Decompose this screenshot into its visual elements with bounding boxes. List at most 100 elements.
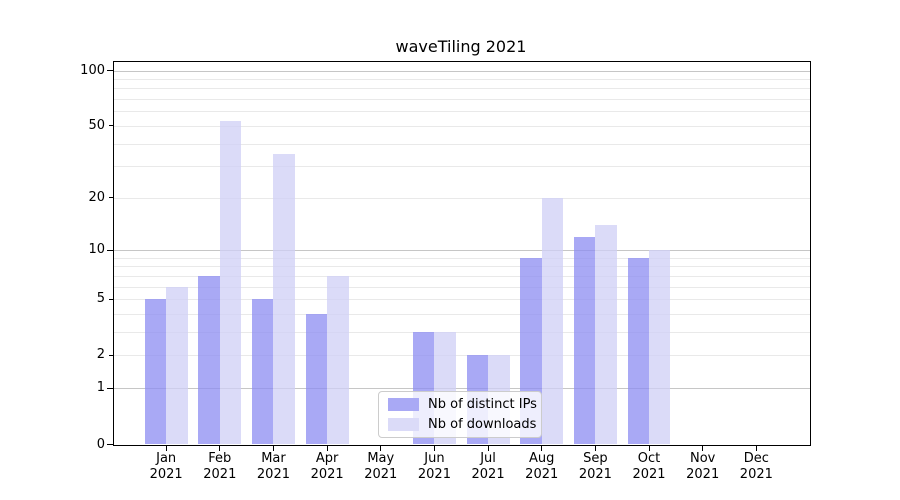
- gridline-minor: [112, 355, 810, 357]
- x-axis-year: 2021: [471, 466, 505, 482]
- gridline-major: [112, 70, 810, 72]
- x-axis-tick-label: Jan 2021: [126, 451, 206, 483]
- x-axis-month: Nov: [690, 450, 716, 466]
- x-axis-tick-label: Apr 2021: [287, 451, 367, 483]
- y-axis-tick-label: 5: [96, 291, 105, 307]
- x-axis-tick: [648, 445, 650, 451]
- gridline-minor: [112, 286, 810, 288]
- plot-area: [112, 61, 810, 445]
- gridline-minor: [112, 275, 810, 277]
- x-axis-year: 2021: [310, 466, 344, 482]
- x-axis-tick: [433, 445, 435, 451]
- x-axis-year: 2021: [686, 466, 720, 482]
- legend-item-downloads: Nb of downloads: [388, 417, 541, 432]
- y-axis-tick: [106, 249, 113, 251]
- x-axis-year: 2021: [256, 466, 290, 482]
- y-axis-tick: [106, 70, 113, 72]
- x-axis-month: Jul: [480, 450, 496, 466]
- x-axis-year: 2021: [632, 466, 666, 482]
- x-axis-tick: [380, 445, 382, 451]
- gridline-minor: [112, 197, 810, 199]
- x-axis-month: Aug: [529, 450, 555, 466]
- x-axis-tick: [165, 445, 167, 451]
- x-axis-tick: [541, 445, 543, 451]
- gridline-minor: [112, 166, 810, 168]
- gridline-minor: [112, 143, 810, 145]
- y-axis-tick-label: 100: [80, 62, 105, 78]
- y-axis-tick-label: 50: [88, 117, 105, 133]
- y-axis-spine: [112, 60, 114, 446]
- y-axis-tick: [108, 298, 113, 300]
- x-axis-tick-label: May 2021: [341, 451, 421, 483]
- gridline-major: [112, 388, 810, 390]
- x-axis-year: 2021: [525, 466, 559, 482]
- bar-distinct-ips-apr: [305, 314, 328, 445]
- gridline-minor: [112, 332, 810, 334]
- chart-title: waveTiling 2021: [395, 37, 527, 56]
- x-axis-month: Sep: [583, 450, 608, 466]
- y-axis-tick-label: 0: [96, 436, 105, 452]
- top-spine: [112, 60, 811, 62]
- x-axis-tick-label: Jul 2021: [448, 451, 528, 483]
- gridline-minor: [112, 111, 810, 113]
- x-axis-tick: [487, 445, 489, 451]
- x-axis-tick: [326, 445, 328, 451]
- bar-downloads-aug: [541, 197, 564, 445]
- x-axis-year: 2021: [739, 466, 773, 482]
- legend-label-downloads: Nb of downloads: [428, 417, 537, 432]
- legend-swatch-distinct-ips: [388, 398, 419, 411]
- x-axis-year: 2021: [203, 466, 237, 482]
- x-axis-tick-label: Nov 2021: [663, 451, 743, 483]
- gridline-minor: [112, 314, 810, 316]
- x-axis-year: 2021: [578, 466, 612, 482]
- x-axis-tick: [755, 445, 757, 451]
- bar-distinct-ips-sep: [573, 236, 596, 445]
- gridline-major: [112, 250, 810, 252]
- gridline-minor: [112, 266, 810, 268]
- gridline-minor: [112, 299, 810, 301]
- x-axis-tick-label: Dec 2021: [716, 451, 796, 483]
- y-axis-tick: [108, 125, 113, 127]
- y-axis-tick: [108, 354, 113, 356]
- legend-label-distinct-ips: Nb of distinct IPs: [428, 397, 537, 412]
- bar-downloads-mar: [273, 154, 295, 445]
- legend: Nb of distinct IPs Nb of downloads: [378, 391, 542, 438]
- right-spine: [810, 60, 811, 446]
- x-axis-month: Feb: [208, 450, 232, 466]
- x-axis-year: 2021: [149, 466, 183, 482]
- bar-downloads-feb: [219, 121, 242, 445]
- x-axis-tick-label: Mar 2021: [233, 451, 313, 483]
- legend-swatch-downloads: [388, 418, 419, 431]
- y-axis-tick-label: 1: [96, 380, 105, 396]
- legend-item-distinct-ips: Nb of distinct IPs: [388, 397, 541, 412]
- x-axis-tick-label: Jun 2021: [394, 451, 474, 483]
- x-axis-month: Apr: [315, 450, 339, 466]
- x-axis-month: Mar: [261, 450, 286, 466]
- bar-distinct-ips-jan: [144, 299, 167, 445]
- x-axis-tick: [702, 445, 704, 451]
- x-axis-tick-label: Sep 2021: [555, 451, 635, 483]
- bar-distinct-ips-mar: [252, 299, 274, 445]
- gridline-minor: [112, 125, 810, 127]
- x-axis-month: Dec: [743, 450, 769, 466]
- bar-distinct-ips-oct: [627, 257, 650, 445]
- x-axis-month: May: [367, 450, 395, 466]
- gridline-minor: [112, 78, 810, 80]
- bar-downloads-sep: [595, 225, 617, 445]
- bar-downloads-jan: [166, 286, 188, 445]
- gridline-minor: [112, 99, 810, 101]
- x-axis-month: Oct: [637, 450, 661, 466]
- y-axis-tick-label: 2: [96, 347, 105, 363]
- x-axis-tick-label: Aug 2021: [502, 451, 582, 483]
- y-axis-tick: [108, 197, 113, 199]
- y-axis-tick: [106, 444, 113, 445]
- gridline-minor: [112, 257, 810, 259]
- bar-distinct-ips-feb: [198, 275, 220, 445]
- x-axis-month: Jun: [424, 450, 445, 466]
- x-axis-tick-label: Oct 2021: [609, 451, 689, 483]
- x-axis-tick: [272, 445, 274, 451]
- x-axis-month: Jan: [156, 450, 177, 466]
- y-axis-tick-label: 10: [88, 242, 105, 258]
- bar-downloads-oct: [649, 250, 671, 445]
- y-axis-tick: [106, 387, 113, 389]
